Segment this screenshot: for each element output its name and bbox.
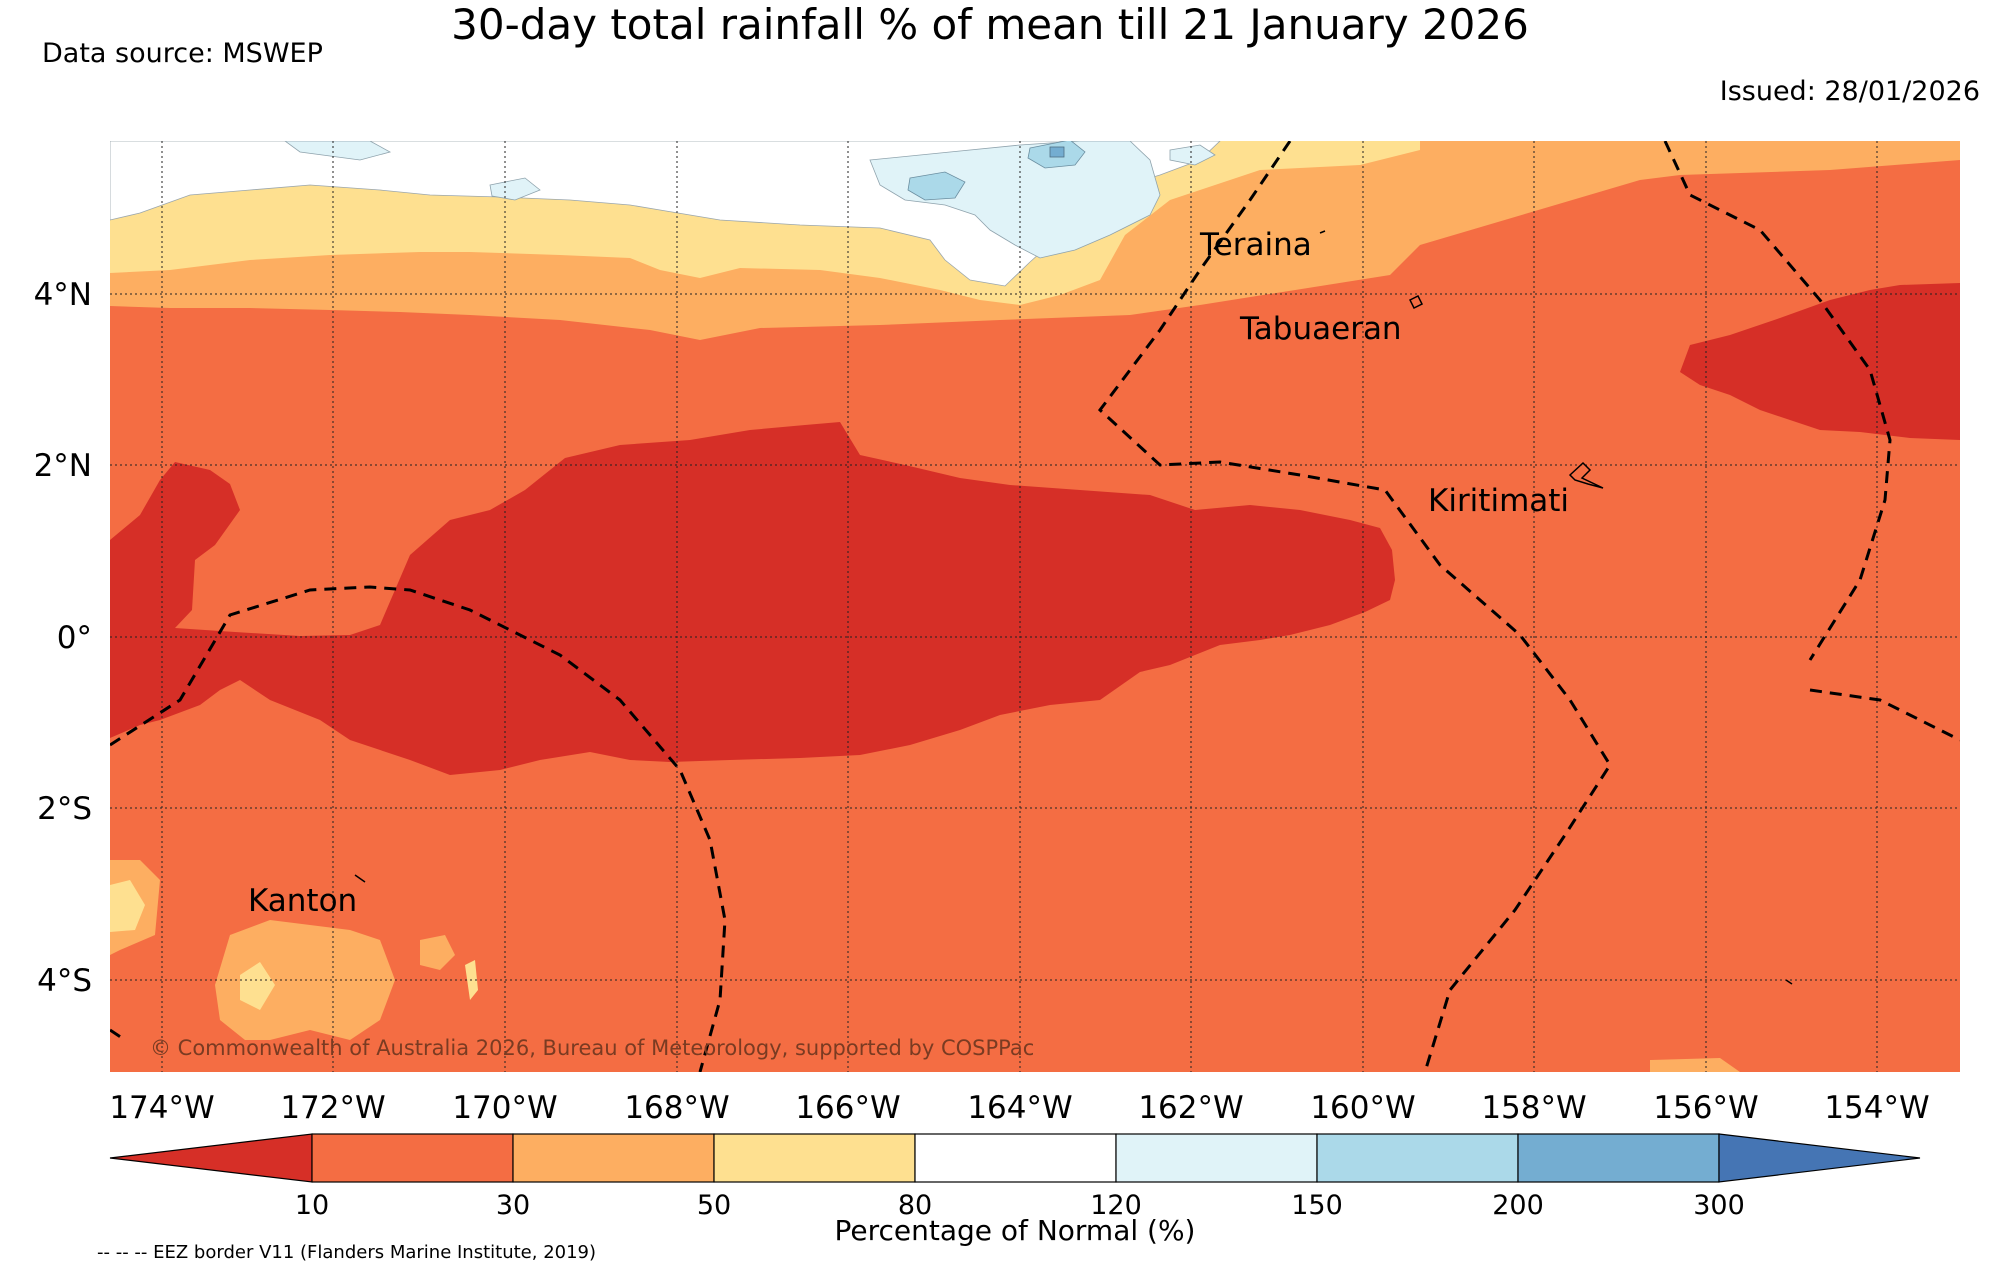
colorbar-segment — [1316, 1133, 1519, 1183]
map-area — [110, 141, 1960, 1072]
colorbar-tick: 300 — [1693, 1190, 1745, 1221]
colorbar-tick: 120 — [1090, 1190, 1142, 1221]
island-outlines — [354, 230, 1793, 985]
lat-label: 2°N — [34, 448, 92, 484]
lon-label: 156°W — [1653, 1090, 1758, 1126]
lat-label: 4°S — [37, 963, 92, 999]
colorbar-tick: 30 — [496, 1190, 530, 1221]
lat-label: 4°N — [34, 277, 92, 313]
colorbar-segment — [1718, 1133, 1921, 1183]
colorbar — [109, 1133, 1921, 1183]
lon-label: 172°W — [280, 1090, 385, 1126]
place-label-kanton: Kanton — [248, 883, 357, 919]
colorbar-tick: 10 — [295, 1190, 329, 1221]
tabuaeran-island — [1408, 294, 1424, 310]
kanton-island — [354, 874, 366, 883]
colorbar-segment — [1517, 1133, 1720, 1183]
lon-label: 166°W — [795, 1090, 900, 1126]
colorbar-tick: 200 — [1492, 1190, 1544, 1221]
issued-date-label: Issued: 28/01/2026 — [1719, 76, 1980, 107]
colorbar-segment — [512, 1133, 715, 1183]
colorbar-segment — [914, 1133, 1117, 1183]
colorbar-title: Percentage of Normal (%) — [834, 1214, 1196, 1247]
place-label-kiritimati: Kiritimati — [1428, 483, 1569, 519]
eez-note: -- -- -- EEZ border V11 (Flanders Marine… — [97, 1242, 597, 1263]
lat-label: 2°S — [37, 791, 92, 827]
colorbar-segment — [1115, 1133, 1318, 1183]
island-mark — [1785, 979, 1793, 985]
colorbar-tick: 150 — [1291, 1190, 1343, 1221]
teraina-island — [1319, 230, 1326, 234]
map-title: 30-day total rainfall % of mean till 21 … — [451, 0, 1529, 49]
place-label-tabuaeran: Tabuaeran — [1239, 311, 1402, 347]
colorbar-tick: 80 — [898, 1190, 932, 1221]
lon-label: 158°W — [1481, 1090, 1586, 1126]
colorbar-segment — [311, 1133, 514, 1183]
colorbar-tick: 50 — [697, 1190, 731, 1221]
lon-label: 164°W — [967, 1090, 1072, 1126]
lon-label: 170°W — [452, 1090, 557, 1126]
lat-label: 0° — [57, 620, 92, 656]
lon-label: 160°W — [1310, 1090, 1415, 1126]
band-below-10-central — [110, 422, 1395, 775]
band-50-80-southwest — [110, 880, 145, 932]
lon-label: 162°W — [1138, 1090, 1243, 1126]
band-below-10-northeast — [1680, 283, 1960, 440]
lon-label: 154°W — [1824, 1090, 1929, 1126]
colorbar-segment — [713, 1133, 916, 1183]
eez-borders — [110, 141, 1960, 1072]
data-source-label: Data source: MSWEP — [42, 38, 323, 69]
band-200-300 — [1049, 146, 1065, 158]
colorbar-segment — [109, 1133, 313, 1183]
lon-label: 168°W — [624, 1090, 729, 1126]
grid-lines — [110, 141, 1960, 1072]
lon-label: 174°W — [109, 1090, 214, 1126]
kiritimati-island — [1568, 461, 1604, 489]
copyright-notice: © Commonwealth of Australia 2026, Bureau… — [150, 1036, 1034, 1060]
band-150-200 — [907, 171, 966, 201]
place-label-teraina: Teraina — [1199, 227, 1312, 263]
